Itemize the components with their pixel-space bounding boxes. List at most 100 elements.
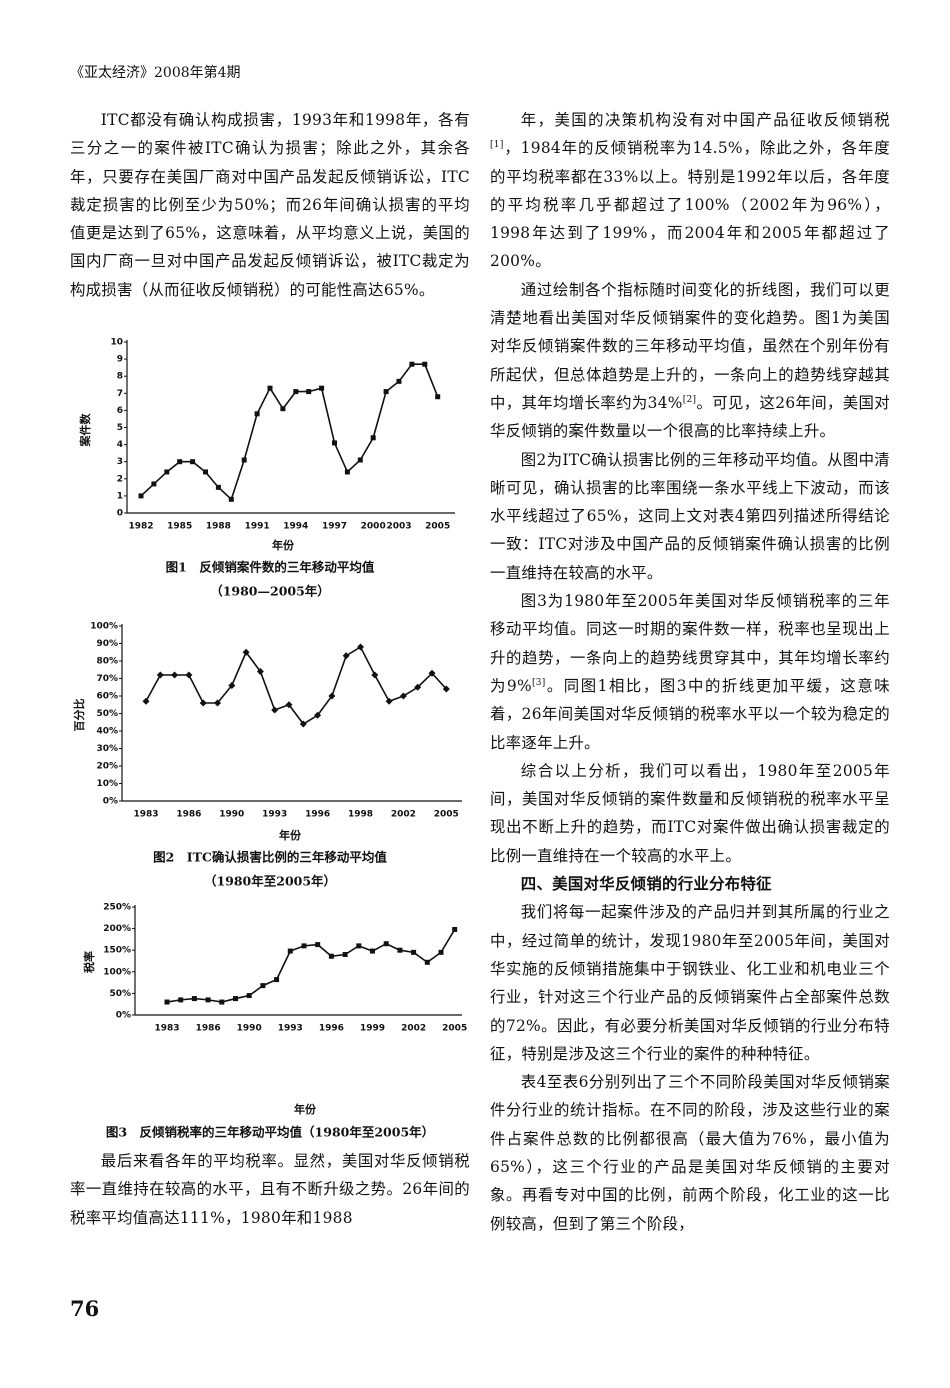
data-point <box>274 977 280 983</box>
text-run: 。同图1相比，图3中的折线更加平缓，这意味着，26年间美国对华反倾销的税率水平以… <box>490 676 890 752</box>
data-point <box>344 469 350 475</box>
y-tick-label: 30% <box>96 744 118 754</box>
data-point <box>171 671 179 679</box>
data-point <box>411 949 417 955</box>
y-tick-label: 150% <box>103 946 131 956</box>
text-run: 综合以上分析，我们可以看出，1980年至2005年间，美国对华反倾销的案件数量和… <box>490 761 890 865</box>
data-point <box>414 683 422 691</box>
data-point <box>285 701 293 709</box>
data-point <box>306 389 312 395</box>
data-point <box>142 697 150 705</box>
y-tick-label: 8 <box>117 372 123 382</box>
y-tick-label: 100% <box>90 622 118 632</box>
y-axis-label: 税率 <box>82 951 96 973</box>
x-tick-label: 1982 <box>128 522 153 532</box>
data-point <box>342 952 348 958</box>
data-point <box>280 406 286 412</box>
figure-caption: 图1 反倾销案件数的三年移动平均值 <box>166 560 375 575</box>
x-tick-label: 1986 <box>176 810 201 820</box>
paragraph: 年，美国的决策机构没有对中国产品征收反倾销税 [1]，1984年的反倾销税率为14… <box>490 106 890 276</box>
figure-caption: 图3 反倾销税率的三年移动平均值（1980年至2005年） <box>106 1125 434 1140</box>
y-tick-label: 100% <box>103 967 131 977</box>
y-tick-label: 10 <box>110 338 123 348</box>
y-tick-label: 50% <box>96 709 118 719</box>
x-tick-label: 1983 <box>154 1024 179 1034</box>
y-tick-label: 50% <box>109 989 131 999</box>
y-tick-label: 1 <box>117 491 123 501</box>
data-point <box>214 699 221 707</box>
y-tick-label: 4 <box>117 440 123 450</box>
data-point <box>228 496 234 502</box>
data-point <box>435 394 441 400</box>
data-point <box>385 697 393 705</box>
data-point <box>332 440 337 446</box>
data-point <box>328 692 336 700</box>
figure-caption: （1980年至2005年） <box>204 874 336 889</box>
data-point <box>396 378 402 384</box>
paragraph: 通过绘制各个指标随时间变化的折线图，我们可以更清楚地看出美国对华反倾销案件的变化… <box>490 276 890 446</box>
x-tick-label: 1983 <box>133 810 158 820</box>
data-point <box>370 435 376 441</box>
x-tick-label: 1988 <box>206 522 231 532</box>
y-axis-label: 案件数 <box>78 413 92 448</box>
figure-caption: （1980—2005年） <box>210 584 330 599</box>
x-tick-label: 2002 <box>401 1024 426 1034</box>
data-point <box>256 668 264 675</box>
data-point <box>328 953 334 959</box>
data-point <box>205 997 211 1003</box>
x-axis-label: 年份 <box>272 538 295 552</box>
data-point <box>438 949 444 955</box>
data-point <box>233 996 238 1002</box>
data-point <box>299 720 307 728</box>
y-tick-label: 7 <box>117 389 123 399</box>
text-run: 最后来看各年的平均税率。显然，美国对华反倾销税率一直维持在较高的水平，且有不断升… <box>70 1152 470 1227</box>
right-column: 年，美国的决策机构没有对中国产品征收反倾销税 [1]，1984年的反倾销税率为14… <box>490 106 890 1238</box>
text-run: 图3为1980年至2005年美国对华反倾销税率的三年移动平均值。同这一时期的案件… <box>490 592 890 695</box>
data-point <box>242 648 250 656</box>
left-column-bottom: 最后来看各年的平均税率。显然，美国对华反倾销税率一直维持在较高的水平，且有不断升… <box>70 1147 470 1232</box>
y-tick-label: 250% <box>103 903 131 913</box>
data-point <box>203 469 208 475</box>
y-tick-label: 9 <box>117 355 123 365</box>
data-point <box>422 361 428 367</box>
text-run: 我们将每一起案件涉及的产品归并到其所属的行业之中，经过简单的统计，发现1980年… <box>490 903 890 1063</box>
data-point <box>371 671 379 679</box>
x-tick-label: 2002 <box>391 810 416 820</box>
data-point <box>177 459 183 465</box>
x-tick-label: 2005 <box>434 810 459 820</box>
data-point <box>356 943 362 949</box>
text-run: 年，美国的决策机构没有对中国产品征收反倾销税 <box>520 111 890 129</box>
y-tick-label: 60% <box>96 692 118 702</box>
text-run: ITC都没有确认构成损害，1993年和1998年，各有三分之一的案件被ITC确认… <box>70 111 470 299</box>
data-point <box>357 643 364 651</box>
data-point <box>190 459 196 465</box>
x-tick-label: 2003 <box>386 522 411 532</box>
paragraph: 表4至表6分别列出了三个不同阶段美国对华反倾销案件分行业的统计指标。在不同的阶段… <box>490 1068 890 1238</box>
x-tick-label: 1986 <box>196 1024 221 1034</box>
data-point <box>260 983 266 989</box>
x-tick-label: 1998 <box>348 810 373 820</box>
data-point <box>164 999 170 1005</box>
paragraph: 图2为ITC确认损害比例的三年移动平均值。从图中清晰可见，确认损害的比率围绕一条… <box>490 446 890 587</box>
data-point <box>156 671 164 679</box>
data-point <box>185 671 193 679</box>
page-number: 76 <box>70 1296 100 1321</box>
left-column: ITC都没有确认构成损害，1993年和1998年，各有三分之一的案件被ITC确认… <box>70 106 470 304</box>
y-tick-label: 10% <box>96 779 118 789</box>
series-line <box>166 929 456 1003</box>
x-tick-label: 1994 <box>283 522 308 532</box>
text-run: 图2为ITC确认损害比例的三年移动平均值。从图中清晰可见，确认损害的比率围绕一条… <box>490 450 890 582</box>
x-tick-label: 1993 <box>278 1024 303 1034</box>
y-tick-label: 0 <box>117 509 123 519</box>
y-tick-label: 3 <box>117 457 123 467</box>
y-tick-label: 0% <box>103 797 118 807</box>
running-header: 《亚太经济》2008年第4期 <box>70 65 241 81</box>
paragraph: 综合以上分析，我们可以看出，1980年至2005年间，美国对华反倾销的案件数量和… <box>490 757 890 870</box>
y-axis-label: 百分比 <box>72 699 86 732</box>
citation: [1] <box>490 140 504 151</box>
data-point <box>442 685 450 693</box>
y-tick-label: 2 <box>117 474 123 484</box>
y-tick-label: 200% <box>103 924 131 934</box>
y-tick-label: 40% <box>96 727 118 737</box>
